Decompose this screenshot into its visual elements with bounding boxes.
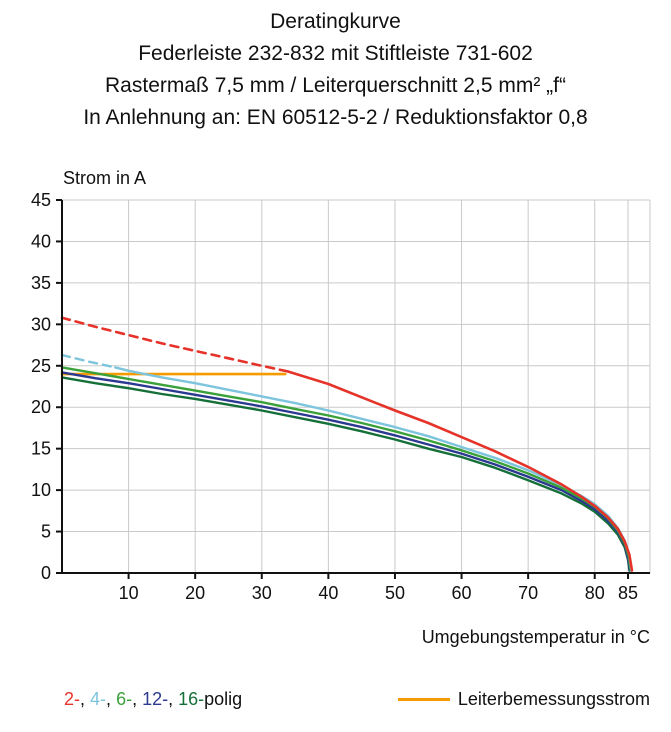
rated-current-line-swatch	[397, 698, 450, 701]
legend-rated-current: Leiterbemessungsstrom	[397, 689, 650, 710]
title-line-4: In Anlehnung an: EN 60512-5-2 / Reduktio…	[83, 106, 588, 129]
legend-separator: ,	[168, 689, 179, 709]
legend: 2-, 4-, 6-, 12-, 16-polig Leiterbemessun…	[64, 689, 650, 710]
legend-separator: ,	[106, 689, 117, 709]
legend-pole-2: 2-	[64, 689, 81, 709]
y-tick-label-0: 0	[41, 563, 51, 583]
legend-separator: ,	[80, 689, 91, 709]
x-axis-title: Umgebungstemperatur in °C	[421, 627, 650, 647]
x-tick-label-60: 60	[452, 583, 472, 603]
title-line-2: Federleiste 232-832 mit Stiftleiste 731-…	[138, 42, 533, 65]
y-tick-label-30: 30	[31, 314, 51, 334]
x-tick-label-10: 10	[119, 583, 139, 603]
curve-6-polig	[60, 366, 632, 572]
y-axis-title: Strom in A	[63, 168, 147, 188]
curve-16-polig	[60, 376, 631, 572]
title-line-3: Rastermaß 7,5 mm / Leiterquerschnitt 2,5…	[105, 74, 566, 97]
curve-2-polig	[287, 370, 634, 572]
y-tick-label-5: 5	[41, 522, 51, 542]
legend-pole-4: 4-	[90, 689, 107, 709]
y-tick-label-10: 10	[31, 480, 51, 500]
title-line-1: Deratingkurve	[270, 10, 401, 33]
rated-current-label: Leiterbemessungsstrom	[457, 689, 650, 709]
curve-2-polig-dashed	[60, 316, 290, 373]
legend-suffix-polig: polig	[204, 689, 243, 709]
legend-pole-counts: 2-, 4-, 6-, 12-, 16-polig	[64, 689, 242, 710]
curve-4-polig-dashed	[60, 353, 117, 369]
x-tick-label-80: 80	[585, 583, 605, 603]
chart-title-block: Deratingkurve Federleiste 232-832 mit St…	[0, 6, 671, 134]
x-tick-label-70: 70	[518, 583, 538, 603]
x-tick-label-30: 30	[252, 583, 272, 603]
x-tick-label-40: 40	[318, 583, 338, 603]
y-tick-label-25: 25	[31, 356, 51, 376]
y-tick-label-15: 15	[31, 439, 51, 459]
legend-separator: ,	[132, 689, 143, 709]
legend-pole-6: 6-	[116, 689, 133, 709]
curve-12-polig	[60, 371, 632, 572]
legend-pole-12: 12-	[142, 689, 169, 709]
x-tick-label-20: 20	[185, 583, 205, 603]
y-tick-label-45: 45	[31, 190, 51, 210]
y-tick-label-20: 20	[31, 397, 51, 417]
legend-pole-16: 16-	[178, 689, 205, 709]
x-tick-label-85: 85	[618, 583, 638, 603]
x-tick-label-50: 50	[385, 583, 405, 603]
y-tick-label-40: 40	[31, 231, 51, 251]
y-tick-label-35: 35	[31, 273, 51, 293]
